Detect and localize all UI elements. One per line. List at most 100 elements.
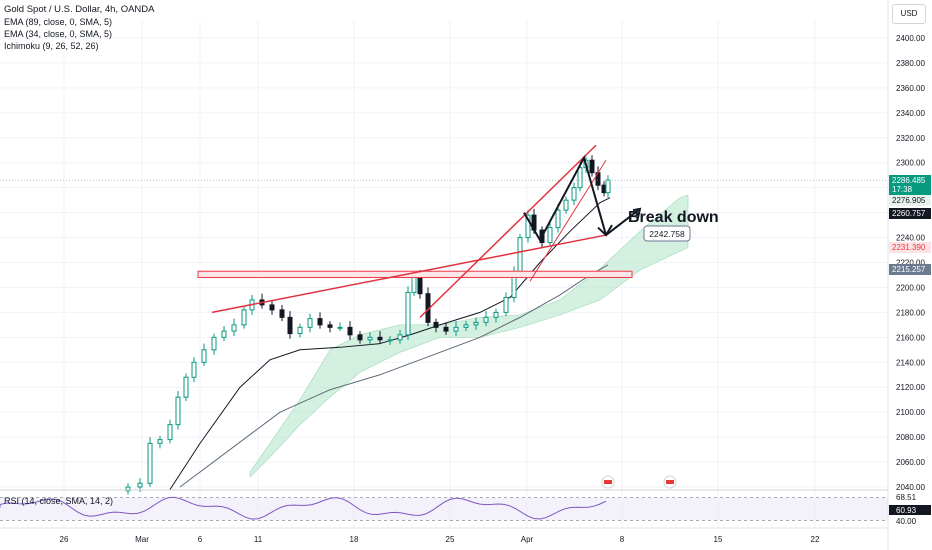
candle (387, 336, 393, 345)
candle-body (241, 309, 247, 326)
price-tick-label: 2320.00 (896, 134, 925, 143)
candle (183, 373, 189, 401)
rsi-pane (0, 475, 888, 521)
candle-body (211, 336, 217, 351)
price-tag-bg (889, 195, 931, 206)
price-tick-label: 2380.00 (896, 59, 925, 68)
candle-body (605, 179, 611, 194)
rising-trendline (211, 234, 607, 314)
price-tag-bg (889, 242, 931, 253)
candle-body (147, 442, 153, 484)
price-tag-label: 2215.257 (892, 265, 926, 274)
candle (571, 182, 577, 206)
price-tag-bg (889, 264, 931, 275)
candle (425, 287, 431, 327)
candle-body (327, 324, 333, 328)
candle (147, 437, 153, 487)
candle (201, 343, 207, 367)
candle (433, 318, 439, 333)
price-tick-label: 2240.00 (896, 234, 925, 243)
rsi-tag: 60.93 (889, 505, 931, 515)
candle (157, 435, 163, 449)
time-axis: 26 Mar 6 11 18 25 Apr 8 15 22 (0, 527, 888, 544)
currency-button[interactable]: USD (892, 4, 926, 24)
candle-body (493, 311, 499, 318)
candlesticks (125, 155, 611, 495)
candle (327, 321, 333, 333)
candle (287, 311, 293, 339)
candle (605, 175, 611, 198)
rsi-tag-label: 40.00 (896, 517, 917, 526)
price-tick-label: 2200.00 (896, 283, 925, 292)
candle (259, 293, 265, 309)
candle (483, 311, 489, 327)
rsi-band (0, 497, 888, 521)
candle-body (473, 321, 479, 326)
candle-body (453, 326, 459, 332)
price-tag: 17:38 (889, 184, 931, 195)
candle-body (525, 214, 531, 239)
price-tick-label: 2180.00 (896, 308, 925, 317)
candle (125, 483, 131, 495)
legend-ichimoku: Ichimoku (9, 26, 52, 26) (4, 41, 99, 51)
candle-body (201, 349, 207, 363)
legend-ema34: EMA (34, close, 0, SMA, 5) (4, 29, 113, 39)
candle-body (517, 237, 523, 273)
price-tick-label: 2100.00 (896, 408, 925, 417)
candle-body (483, 316, 489, 323)
price-tick-label: 2340.00 (896, 109, 925, 118)
price-tag-label: 2286.485 (892, 176, 926, 185)
candle (517, 233, 523, 277)
candle-body (125, 486, 131, 492)
candle (493, 308, 499, 323)
candle-body (157, 439, 163, 444)
candle-body (357, 334, 363, 341)
candle-body (337, 326, 343, 329)
price-tick-label: 2120.00 (896, 383, 925, 392)
candle-body (307, 318, 313, 328)
candle-body (601, 184, 607, 194)
chart-legend: Gold Spot / U.S. Dollar, 4h, OANDA EMA (… (4, 4, 154, 52)
legend-title: Gold Spot / U.S. Dollar, 4h, OANDA (4, 4, 155, 15)
rsi-tag-bg (889, 505, 931, 515)
time-tick-label: Mar (135, 535, 149, 544)
candle-body (387, 339, 393, 342)
candle (555, 203, 561, 233)
event-flag-stripe-icon (604, 480, 612, 484)
candle (589, 155, 595, 177)
rsi-tag-label: 60.93 (896, 506, 917, 515)
time-tick-label: 26 (60, 535, 69, 544)
candle-body (571, 187, 577, 201)
break-arrow-line (605, 208, 641, 236)
price-tag: 2286.485 (889, 175, 931, 186)
break-down-annotation: Break down (628, 209, 719, 226)
candle (405, 286, 411, 340)
candle (463, 321, 469, 332)
price-tick-label: 2360.00 (896, 84, 925, 93)
channel-inner-line (529, 159, 607, 282)
candle-body (589, 159, 595, 174)
legend-ema89: EMA (89, close, 0, SMA, 5) (4, 17, 113, 27)
candle-body (191, 361, 197, 378)
candle-body (347, 326, 353, 336)
candle-body (137, 482, 143, 488)
candle-body (167, 424, 173, 441)
candle-body (405, 291, 411, 336)
candle (547, 222, 553, 247)
candle (279, 304, 285, 322)
candle-body (297, 326, 303, 335)
price-tag-bg (889, 184, 931, 195)
candle (397, 329, 403, 344)
candle (563, 196, 569, 214)
candle-body (577, 167, 583, 189)
time-tick-label: Apr (521, 535, 534, 544)
candle (525, 210, 531, 243)
time-tick-label: 15 (714, 535, 723, 544)
candle-body (555, 209, 561, 229)
candle (337, 322, 343, 332)
price-tag: 2231.390 (889, 242, 931, 253)
rsi-tag-bg (889, 492, 931, 502)
candle-body (433, 321, 439, 328)
price-tick-label: 2300.00 (896, 159, 925, 168)
